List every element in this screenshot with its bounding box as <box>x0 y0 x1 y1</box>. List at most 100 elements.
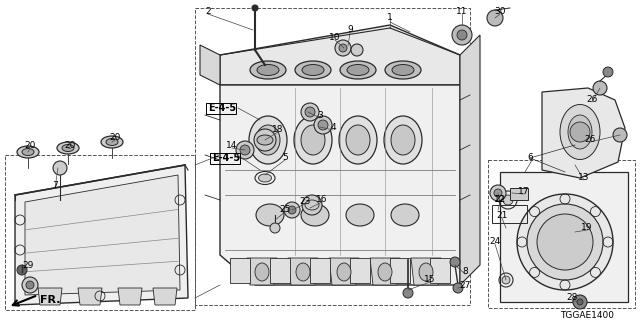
Circle shape <box>570 122 590 142</box>
Polygon shape <box>200 45 220 85</box>
Text: 13: 13 <box>579 173 589 182</box>
Circle shape <box>527 204 603 280</box>
Ellipse shape <box>419 263 433 281</box>
Ellipse shape <box>337 263 351 281</box>
Circle shape <box>613 128 627 142</box>
Text: 2: 2 <box>205 7 211 17</box>
Polygon shape <box>220 25 460 85</box>
Polygon shape <box>288 258 318 285</box>
Circle shape <box>452 25 472 45</box>
Circle shape <box>288 206 296 214</box>
Polygon shape <box>542 88 625 178</box>
Circle shape <box>453 283 463 293</box>
Circle shape <box>53 161 67 175</box>
Ellipse shape <box>250 61 286 79</box>
Text: TGGAE1400: TGGAE1400 <box>560 310 614 319</box>
Text: 29: 29 <box>22 260 34 269</box>
Ellipse shape <box>568 115 592 149</box>
Circle shape <box>573 295 587 309</box>
Text: 8: 8 <box>462 268 468 276</box>
Text: E-4-5: E-4-5 <box>208 103 236 113</box>
Ellipse shape <box>294 116 332 164</box>
Text: 15: 15 <box>424 276 436 284</box>
Ellipse shape <box>296 263 310 281</box>
Text: 23: 23 <box>300 197 310 206</box>
Circle shape <box>490 185 506 201</box>
Text: 30: 30 <box>494 7 506 17</box>
Text: 9: 9 <box>347 26 353 35</box>
Bar <box>210 153 240 164</box>
Ellipse shape <box>346 204 374 226</box>
Ellipse shape <box>101 136 123 148</box>
Circle shape <box>502 276 510 284</box>
Text: 14: 14 <box>227 140 237 149</box>
Bar <box>230 258 250 283</box>
Ellipse shape <box>257 65 279 76</box>
Circle shape <box>302 195 322 215</box>
Polygon shape <box>38 288 62 305</box>
Ellipse shape <box>22 148 34 156</box>
Ellipse shape <box>17 146 39 158</box>
Text: 6: 6 <box>527 154 533 163</box>
Polygon shape <box>15 165 188 305</box>
Circle shape <box>517 194 613 290</box>
Text: 20: 20 <box>109 133 121 142</box>
Circle shape <box>494 189 502 197</box>
Circle shape <box>284 202 300 218</box>
Bar <box>510 188 528 200</box>
Bar <box>350 258 370 283</box>
Text: 20: 20 <box>24 140 36 149</box>
Circle shape <box>270 223 280 233</box>
Bar <box>390 258 410 283</box>
Ellipse shape <box>391 204 419 226</box>
Circle shape <box>335 40 351 56</box>
Text: 3: 3 <box>317 110 323 119</box>
Circle shape <box>351 44 363 56</box>
Circle shape <box>339 44 347 52</box>
Ellipse shape <box>257 135 273 145</box>
Ellipse shape <box>62 145 74 151</box>
Circle shape <box>487 10 503 26</box>
Bar <box>270 258 290 283</box>
Polygon shape <box>460 35 480 285</box>
Ellipse shape <box>256 125 280 155</box>
Bar <box>430 258 450 283</box>
Circle shape <box>450 257 460 267</box>
Circle shape <box>318 120 328 130</box>
Ellipse shape <box>385 61 421 79</box>
Ellipse shape <box>249 116 287 164</box>
Ellipse shape <box>560 105 600 159</box>
Ellipse shape <box>57 142 79 154</box>
Circle shape <box>593 81 607 95</box>
Text: 4: 4 <box>330 124 336 132</box>
Ellipse shape <box>378 263 392 281</box>
Text: 11: 11 <box>456 7 468 17</box>
Bar <box>310 258 330 283</box>
Bar <box>492 205 527 223</box>
Circle shape <box>301 103 319 121</box>
Text: FR.: FR. <box>40 295 61 305</box>
Polygon shape <box>370 258 400 285</box>
Text: 26: 26 <box>584 135 596 145</box>
Ellipse shape <box>340 61 376 79</box>
Ellipse shape <box>392 65 414 76</box>
Circle shape <box>240 145 250 155</box>
Circle shape <box>26 281 34 289</box>
Text: 22: 22 <box>494 196 506 204</box>
Circle shape <box>236 141 254 159</box>
Polygon shape <box>500 172 628 302</box>
Polygon shape <box>247 258 277 285</box>
Polygon shape <box>118 288 142 305</box>
Ellipse shape <box>255 263 269 281</box>
Ellipse shape <box>295 61 331 79</box>
Text: 10: 10 <box>329 34 340 43</box>
Circle shape <box>22 277 38 293</box>
Text: 21: 21 <box>496 211 508 220</box>
Ellipse shape <box>106 139 118 146</box>
Text: 17: 17 <box>518 188 530 196</box>
Polygon shape <box>153 288 177 305</box>
Ellipse shape <box>346 125 370 155</box>
Text: 7: 7 <box>52 180 58 189</box>
Bar <box>206 103 236 114</box>
Text: 27: 27 <box>460 281 470 290</box>
